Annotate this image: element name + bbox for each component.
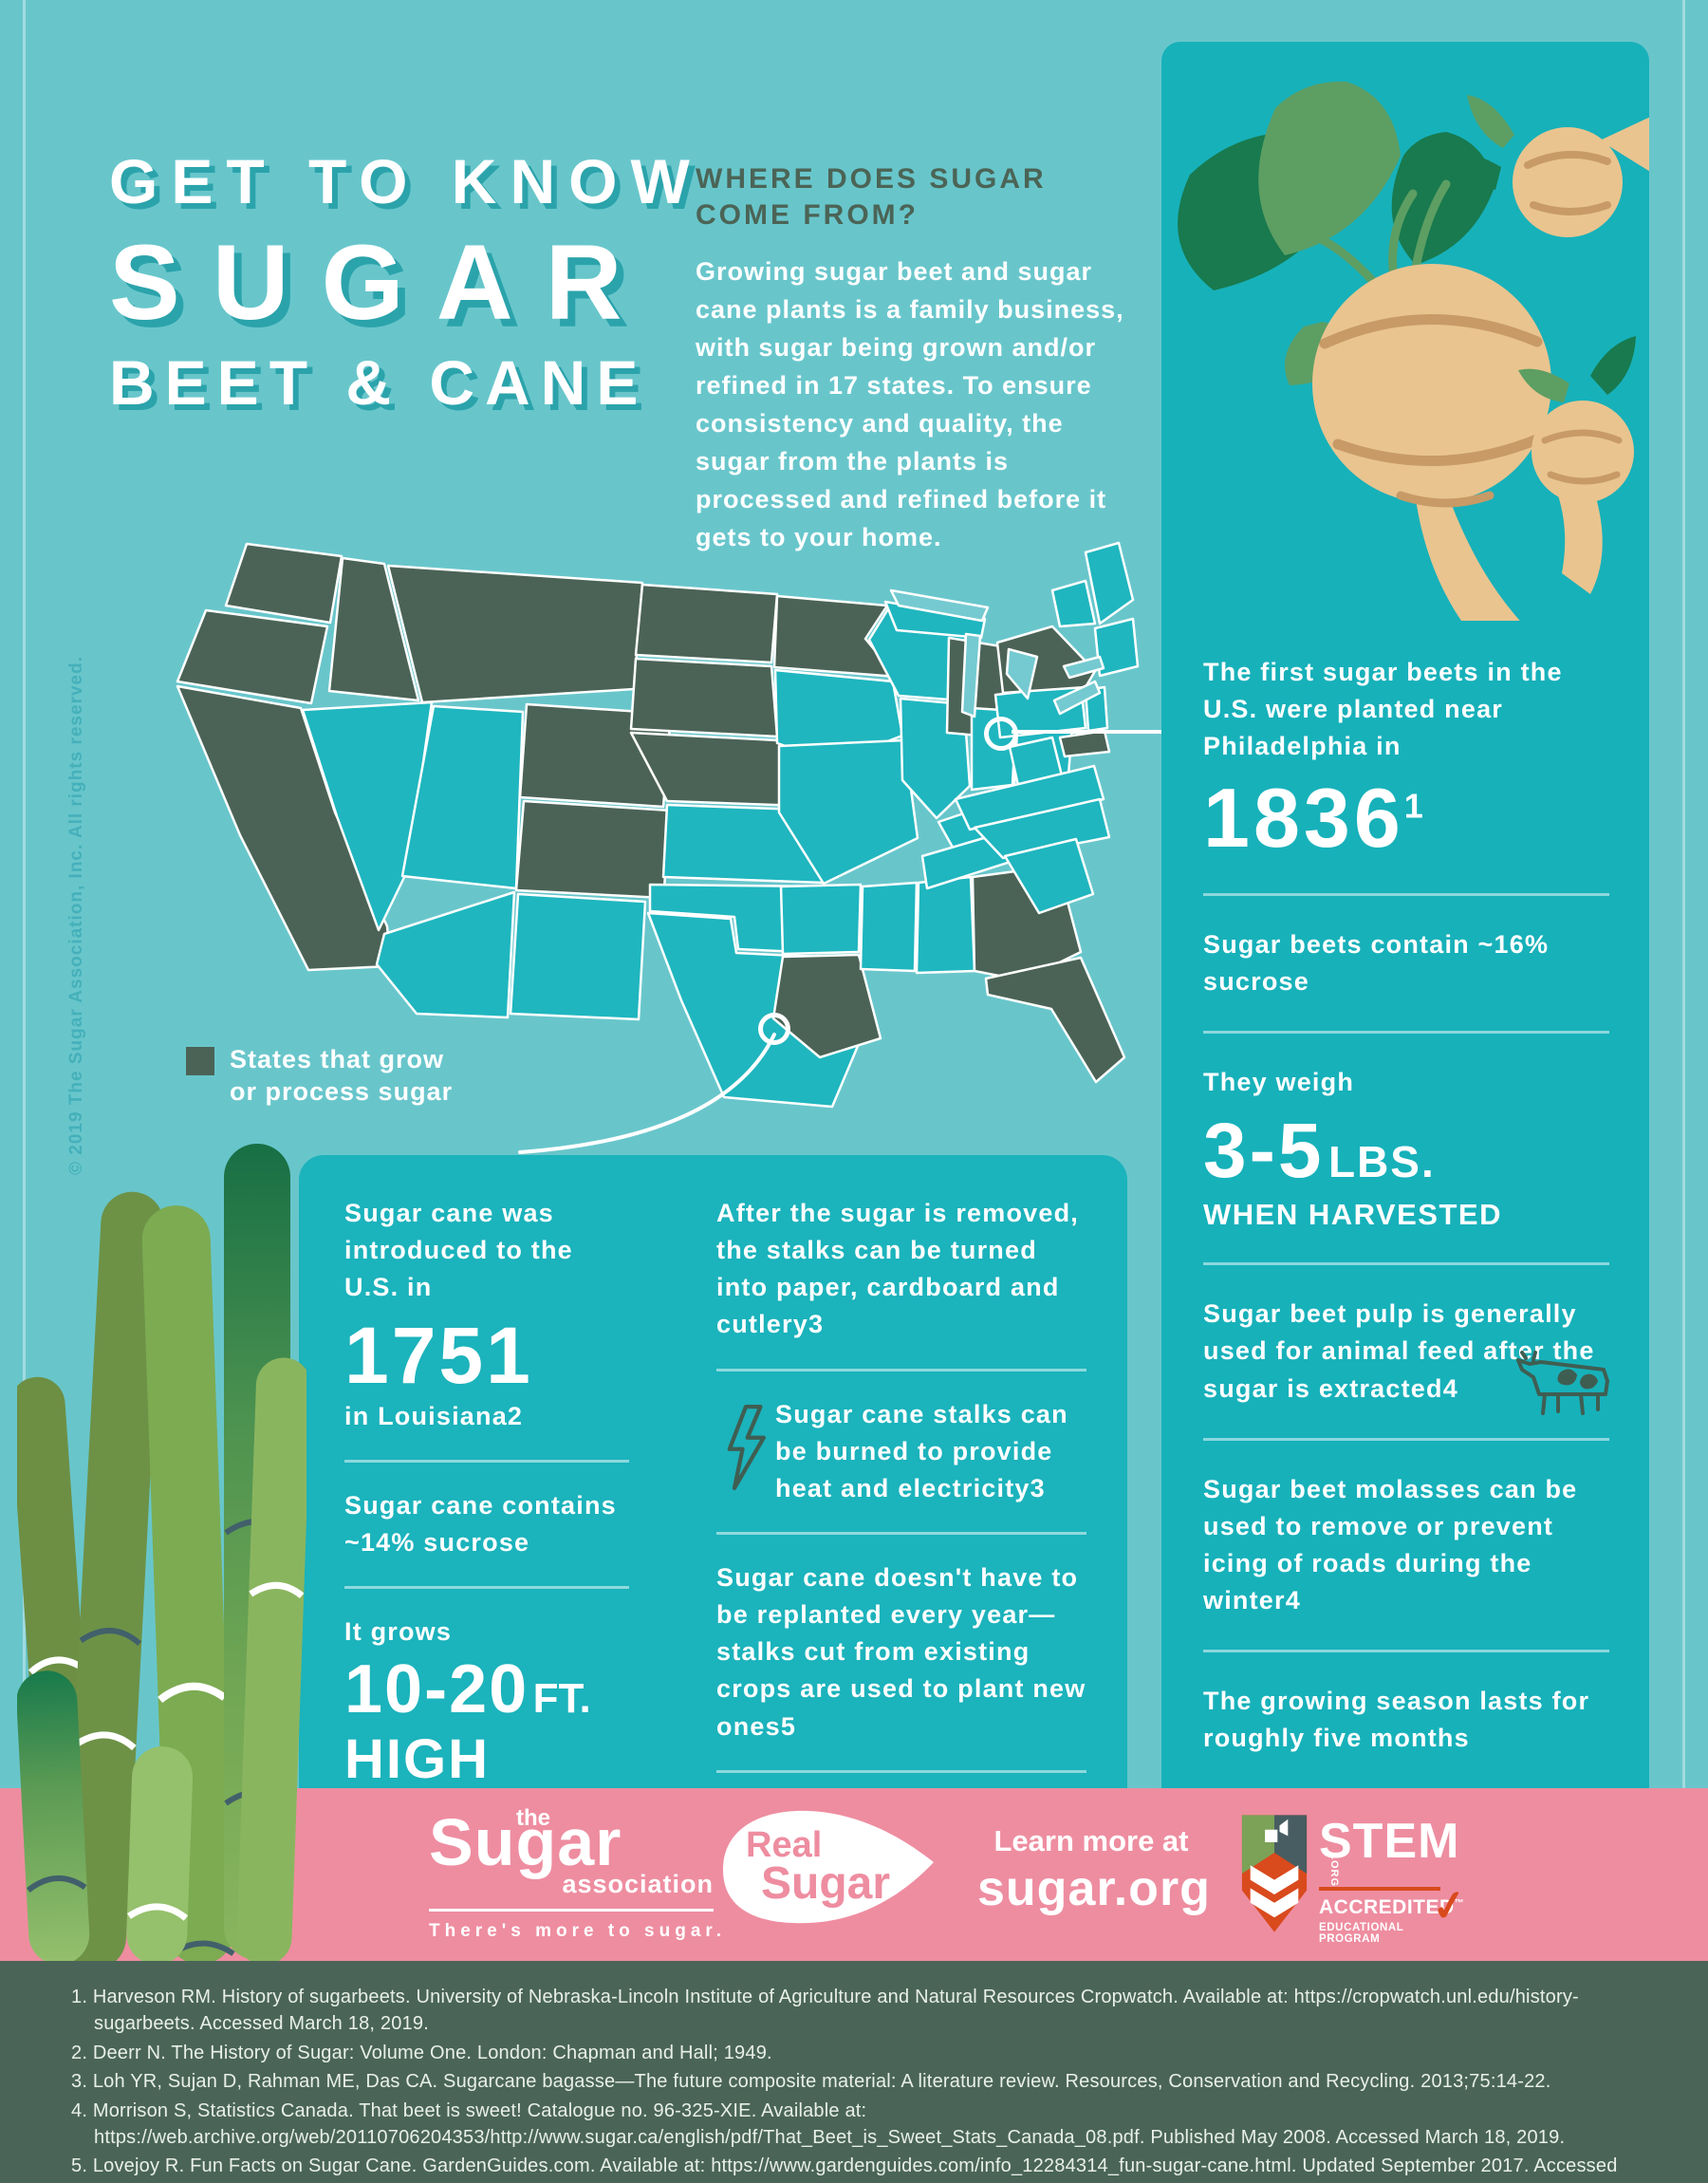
- divider: [716, 1368, 1086, 1371]
- intro-body: Growing sugar beet and sugar cane plants…: [696, 257, 1124, 551]
- louisiana-marker-ring: [758, 1013, 790, 1045]
- learn-more-url: sugar.org: [977, 1861, 1211, 1916]
- us-states-map: [176, 541, 1140, 1109]
- footnote: 3. Loh YR, Sujan D, Rahman ME, Das CA. S…: [71, 2071, 1551, 2093]
- stem-accredited: ACCREDITED™: [1319, 1896, 1465, 1918]
- title-line-2: SUGAR: [109, 223, 655, 342]
- map-legend: States that grow or process sugar: [186, 1044, 471, 1109]
- stem-program: EDUCATIONAL PROGRAM: [1319, 1922, 1404, 1945]
- fact-burned-row: Sugar cane stalks can be burned to provi…: [716, 1396, 1086, 1507]
- lake-huron: [1005, 647, 1039, 700]
- fact-sucrose: Sugar beets contain ~16% sucrose: [1203, 929, 1550, 996]
- intro-heading: WHERE DOES SUGAR COME FROM?: [696, 163, 1047, 231]
- assoc-logo-sub: association: [562, 1870, 714, 1898]
- frame-line-right: [1682, 0, 1685, 1788]
- fact-weight-lead: They weigh: [1203, 1068, 1355, 1097]
- footnotes-band: 1. Harveson RM. History of sugarbeets. U…: [0, 1961, 1708, 2183]
- divider: [716, 1531, 1086, 1535]
- fact-replant: Sugar cane doesn't have to be replanted …: [716, 1562, 1086, 1741]
- fact-cane-intro: Sugar cane was introduced to the U.S. in: [344, 1199, 573, 1302]
- fact-cane-location: in Louisiana2: [344, 1401, 524, 1430]
- divider: [1203, 1437, 1609, 1441]
- lightning-icon: [727, 1404, 766, 1490]
- copyright-text: © 2019 The Sugar Association, Inc. All r…: [66, 656, 86, 1175]
- cane-facts-left-column: Sugar cane was introduced to the U.S. in…: [344, 1195, 629, 1787]
- fact-molasses: Sugar beet molasses can be used to remov…: [1203, 1474, 1578, 1615]
- divider: [1203, 1031, 1609, 1035]
- stem-accredited-badge: STEM.ORG ACCREDITED™ EDUCATIONAL PROGRAM…: [1237, 1811, 1470, 1945]
- philadelphia-callout-line: [1012, 730, 1182, 734]
- lake-ontario: [1062, 655, 1105, 680]
- divider: [344, 1459, 629, 1463]
- stem-badge-text: STEM.ORG ACCREDITED™ EDUCATIONAL PROGRAM: [1319, 1817, 1464, 1945]
- stem-org: .ORG: [1328, 1856, 1341, 1888]
- footnote: 1. Harveson RM. History of sugarbeets. U…: [71, 1987, 1579, 2035]
- fact-weight-sub: WHEN HARVESTED: [1203, 1198, 1502, 1232]
- lake-michigan: [960, 632, 982, 718]
- footnote: 2. Deerr N. The History of Sugar: Volume…: [71, 2042, 772, 2063]
- stem-word: STEM: [1319, 1814, 1460, 1869]
- learn-more: Learn more at sugar.org: [977, 1824, 1211, 1917]
- footnotes-list: 1. Harveson RM. History of sugarbeets. U…: [71, 1984, 1646, 2183]
- assoc-logo-the: the: [516, 1805, 550, 1831]
- beet-small-right: [1518, 336, 1636, 594]
- fact-stalks-reuse: After the sugar is removed, the stalks c…: [716, 1199, 1080, 1339]
- legend-swatch: [186, 1047, 214, 1075]
- learn-more-lead: Learn more at: [993, 1824, 1189, 1857]
- fact-cane-year: 1751: [344, 1311, 533, 1401]
- real-sugar-logo: Real Sugar ™: [710, 1801, 938, 1944]
- sugar-association-logo: the Sugar association There's more to su…: [429, 1805, 727, 1942]
- footnote: 4. Morrison S, Statistics Canada. That b…: [71, 2099, 1566, 2148]
- sugar-cane-illustration: [17, 1144, 306, 1961]
- stem-rule: [1319, 1887, 1440, 1891]
- intro-section: WHERE DOES SUGAR COME FROM? Growing suga…: [696, 161, 1124, 557]
- title-line-1: GET TO KNOW: [109, 146, 703, 216]
- philadelphia-marker-ring: [984, 717, 1018, 751]
- fact-cane-sucrose: Sugar cane contains ~14% sucrose: [344, 1490, 617, 1557]
- fact-burned: Sugar cane stalks can be burned to provi…: [775, 1399, 1068, 1502]
- beet-facts-sidebar: The first sugar beets in the U.S. were p…: [1161, 42, 1649, 2066]
- assoc-logo-name: Sugar: [429, 1805, 622, 1879]
- stem-shield-icon: [1241, 1815, 1308, 1932]
- louisiana-callout-curve: [518, 1033, 776, 1154]
- fact-pulp: Sugar beet pulp is generally used for an…: [1203, 1296, 1609, 1415]
- fact-grows-value: 10-20 FT.: [344, 1651, 591, 1728]
- poster-title: GET TO KNOW SUGAR BEET & CANE: [109, 150, 703, 414]
- assoc-logo-rule: [429, 1909, 714, 1912]
- lake-superior: [889, 588, 990, 623]
- real-sugar-leaf-shape: [723, 1810, 934, 1924]
- fact-grows-lead: It grows: [344, 1617, 453, 1647]
- legend-label: States that grow or process sugar: [230, 1045, 454, 1106]
- fact-first-planted: The first sugar beets in the U.S. were p…: [1203, 658, 1563, 761]
- fact-grows-sub: HIGH: [344, 1728, 490, 1791]
- stem-checkmark-icon: ✓: [1428, 1880, 1471, 1932]
- real-sugar-text: Real Sugar: [746, 1825, 891, 1910]
- beet-small-top: [1446, 95, 1649, 237]
- frame-line-left: [23, 0, 26, 1788]
- fact-season: The growing season lasts for roughly fiv…: [1203, 1687, 1590, 1753]
- fact-first-planted-year: 18361: [1203, 771, 1423, 866]
- footnote: 5. Lovejoy R. Fun Facts on Sugar Cane. G…: [71, 2155, 1618, 2183]
- beet-body-large: [1312, 264, 1551, 621]
- divider: [344, 1586, 629, 1590]
- divider: [716, 1769, 1086, 1773]
- lake-erie: [1052, 680, 1102, 716]
- sugar-beet-illustration: [1178, 81, 1649, 621]
- cane-facts-panel: Sugar cane was introduced to the U.S. in…: [299, 1155, 1127, 1967]
- divider: [1203, 892, 1609, 896]
- fact-weight-value: 3-5 LBS.: [1203, 1108, 1436, 1195]
- title-line-3: BEET & CANE: [109, 347, 649, 418]
- divider: [1203, 1650, 1609, 1653]
- assoc-logo-tagline: There's more to sugar.: [429, 1921, 727, 1941]
- cow-icon: [1516, 1350, 1609, 1415]
- real-sugar-tm: ™: [896, 1912, 909, 1927]
- divider: [1203, 1262, 1609, 1266]
